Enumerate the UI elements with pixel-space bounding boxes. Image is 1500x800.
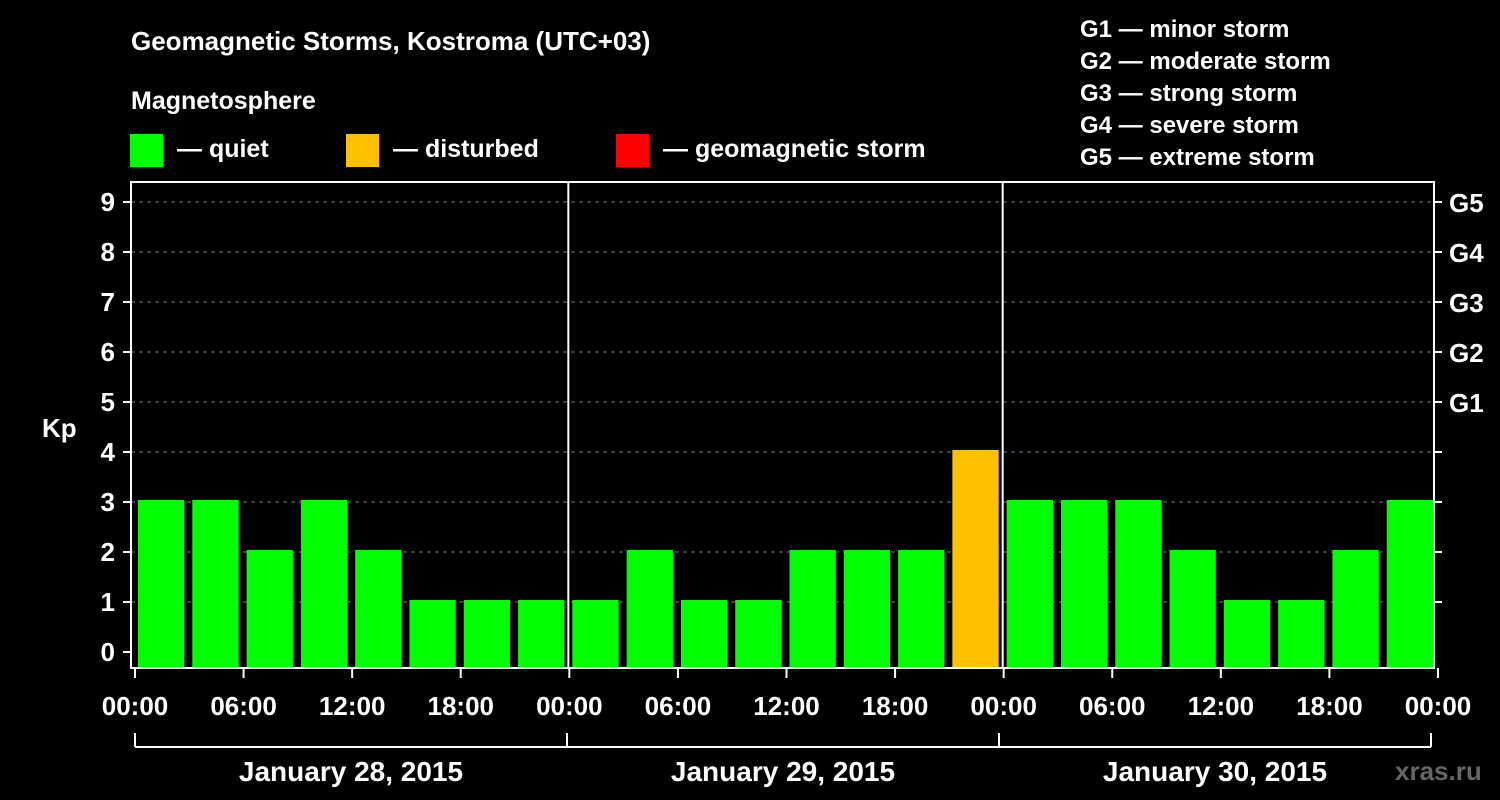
y-ticks: 0 1 2 3 4 5 6 7 8 9: [101, 187, 131, 667]
xtick-label-5: 06:00: [645, 691, 712, 721]
kp-bar-8: [572, 600, 618, 668]
kp-bar-23: [1387, 500, 1433, 668]
x-ticks: 00:00 06:00 12:00 18:00 00:00 06:00 12:00 18:00…: [102, 668, 1472, 721]
legend-label-disturbed: — disturbed: [393, 135, 539, 163]
kp-bar-2: [247, 550, 293, 668]
kp-bar-20: [1224, 600, 1270, 668]
kp-bar-15: [952, 450, 998, 668]
ytick-label-1: 1: [101, 587, 115, 617]
g-label-g2: G2: [1449, 338, 1484, 368]
kp-bar-12: [790, 550, 836, 668]
day-label-2: January 30, 2015: [1103, 756, 1327, 787]
scale-g2: G2 — moderate storm: [1080, 48, 1331, 75]
xtick-label-10: 12:00: [1188, 691, 1255, 721]
legend-label-quiet: — quiet: [177, 135, 269, 163]
magnetosphere-heading: Magnetosphere: [131, 87, 316, 115]
ytick-label-8: 8: [101, 237, 115, 267]
y-axis-label: Kp: [42, 413, 77, 443]
scale-g3: G3 — strong storm: [1080, 80, 1297, 107]
kp-bar-10: [681, 600, 727, 668]
kp-bar-9: [627, 550, 673, 668]
kp-bar-3: [301, 500, 347, 668]
ytick-label-0: 0: [101, 637, 115, 667]
legend-swatch-storm: [616, 134, 649, 167]
watermark: xras.ru: [1395, 756, 1482, 786]
g-ticks: G1 G2 G3 G4 G5: [1434, 188, 1484, 602]
day-labels: January 28, 2015 January 29, 2015 January …: [135, 733, 1431, 787]
kp-bar-14: [898, 550, 944, 668]
g-label-g5: G5: [1449, 188, 1484, 218]
legend-swatch-quiet: [130, 134, 163, 167]
chart-title: Geomagnetic Storms, Kostroma (UTC+03): [131, 26, 650, 56]
legend-label-storm: — geomagnetic storm: [663, 135, 926, 163]
legend-swatch-disturbed: [346, 134, 379, 167]
kp-bar-7: [518, 600, 564, 668]
kp-bar-4: [355, 550, 401, 668]
ytick-label-2: 2: [101, 537, 115, 567]
scale-g1: G1 — minor storm: [1080, 16, 1289, 43]
kp-bar-21: [1278, 600, 1324, 668]
xtick-label-0: 00:00: [102, 691, 169, 721]
ytick-label-5: 5: [101, 387, 115, 417]
ytick-label-4: 4: [101, 437, 116, 467]
kp-bar-18: [1115, 500, 1161, 668]
g-label-g3: G3: [1449, 288, 1484, 318]
kp-bar-17: [1061, 500, 1107, 668]
scale-g4: G4 — severe storm: [1080, 112, 1299, 139]
xtick-label-2: 12:00: [319, 691, 386, 721]
scale-g5: G5 — extreme storm: [1080, 144, 1315, 171]
xtick-label-8: 00:00: [970, 691, 1037, 721]
xtick-label-3: 18:00: [428, 691, 495, 721]
day-label-0: January 28, 2015: [239, 756, 463, 787]
bars: [138, 450, 1433, 668]
xtick-label-6: 12:00: [753, 691, 820, 721]
kp-bar-16: [1007, 500, 1053, 668]
kp-bar-5: [409, 600, 455, 668]
kp-bar-0: [138, 500, 184, 668]
ytick-label-7: 7: [101, 287, 115, 317]
xtick-label-7: 18:00: [862, 691, 929, 721]
g-label-g4: G4: [1449, 238, 1484, 268]
xtick-label-9: 06:00: [1079, 691, 1146, 721]
xtick-label-12: 00:00: [1405, 691, 1472, 721]
ytick-label-3: 3: [101, 487, 115, 517]
kp-bar-1: [192, 500, 238, 668]
day-label-1: January 29, 2015: [671, 756, 895, 787]
kp-bar-19: [1170, 550, 1216, 668]
kp-bar-13: [844, 550, 890, 668]
ytick-label-6: 6: [101, 337, 115, 367]
g-label-g1: G1: [1449, 388, 1484, 418]
xtick-label-11: 18:00: [1296, 691, 1363, 721]
kp-bar-11: [735, 600, 781, 668]
xtick-label-4: 00:00: [536, 691, 603, 721]
xtick-label-1: 06:00: [210, 691, 277, 721]
kp-bar-22: [1332, 550, 1378, 668]
kp-bar-6: [464, 600, 510, 668]
ytick-label-9: 9: [101, 187, 115, 217]
